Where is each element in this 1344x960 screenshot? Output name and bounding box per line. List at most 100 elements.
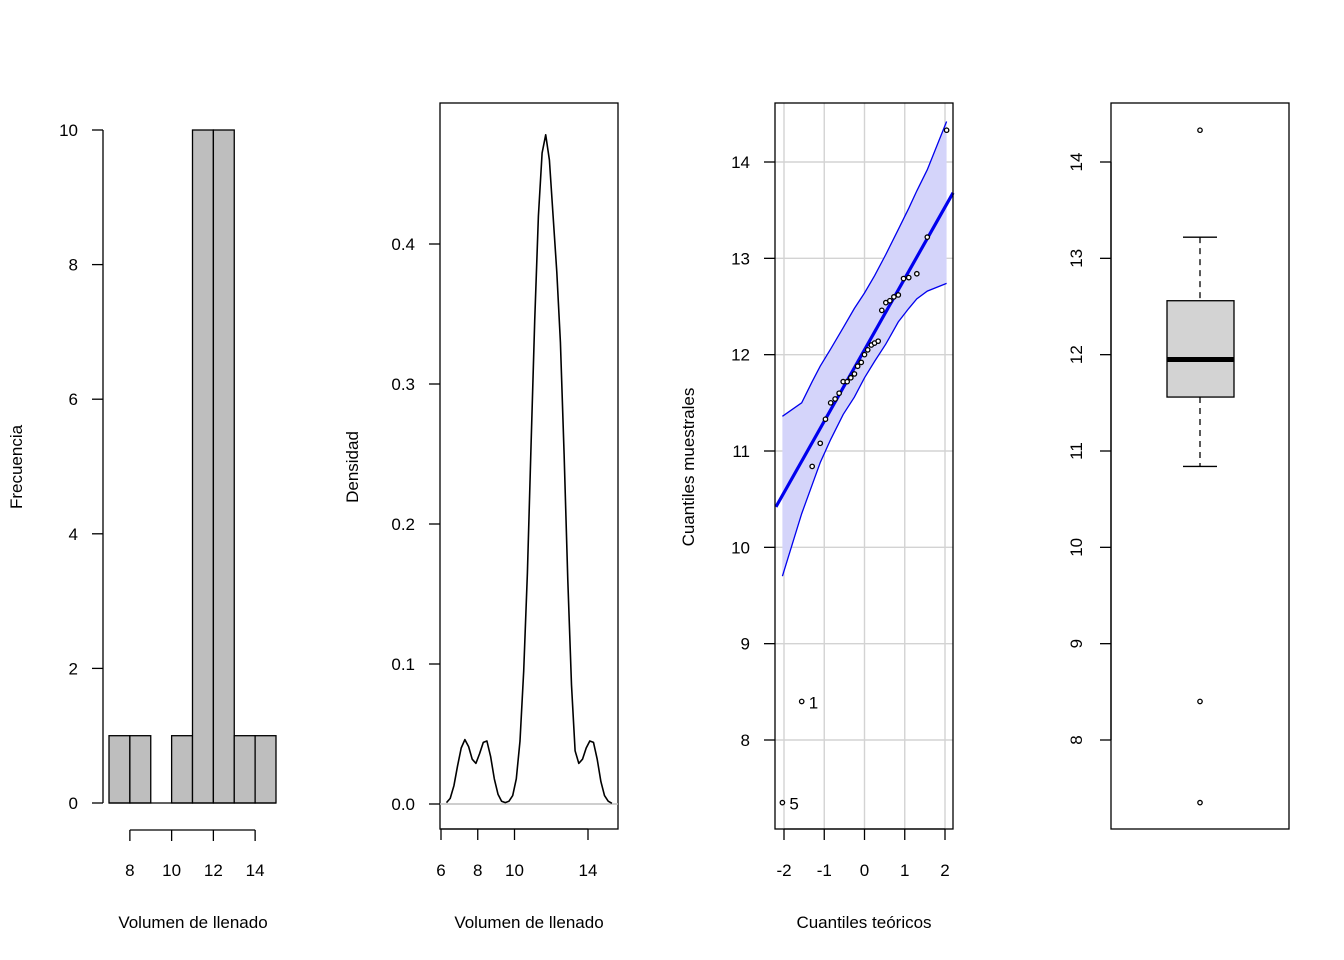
- qq-point: [847, 374, 854, 381]
- qq-point-label: 5: [789, 795, 798, 814]
- qq-band-upper-edge: [782, 121, 948, 417]
- histogram-bar: [108, 735, 131, 804]
- histogram-x-tick-label: 14: [246, 861, 265, 880]
- qq-point: [900, 275, 907, 282]
- qq-y-tick-label: 14: [731, 153, 750, 172]
- density-axes: 6 8 10 14 0.0 0.1 0.2 0.3 0.4: [391, 235, 597, 880]
- histogram-x-tick-label: 10: [162, 861, 181, 880]
- histogram-x-tick-label: 8: [125, 861, 134, 880]
- qq-point: [878, 307, 885, 314]
- boxplot-y-tick-label: 10: [1067, 538, 1086, 557]
- qq-point: [817, 440, 824, 447]
- density-y-tick-label: 0.2: [391, 515, 415, 534]
- qq-point: [891, 294, 897, 300]
- boxplot-y-tick-label: 8: [1067, 735, 1086, 744]
- qq-y-tick-label: 12: [731, 346, 750, 365]
- qq-point: [798, 698, 805, 705]
- boxplot-axes: 8 9 10 11 12 13 14: [1067, 153, 1112, 745]
- density-y-tick-label: 0.0: [391, 795, 415, 814]
- histogram-bar: [254, 735, 277, 804]
- boxplot-y-tick-label: 13: [1067, 249, 1086, 268]
- histogram-panel: 8 10 12 14 0 2 4 6 8 10 Volumen de llenado Frecue…: [7, 121, 277, 932]
- density-y-tick-label: 0.4: [391, 235, 415, 254]
- boxplot-outlier: [1197, 799, 1203, 806]
- histogram-y-tick-label: 4: [69, 525, 78, 544]
- histogram-y-tick-label: 8: [69, 256, 78, 275]
- density-y-axis-title: Densidad: [343, 431, 362, 503]
- histogram-y-tick-label: 2: [69, 659, 78, 678]
- qq-point: [861, 351, 868, 358]
- qq-y-tick-label: 10: [731, 538, 750, 557]
- qq-point: [858, 359, 865, 366]
- histogram-axes: 8 10 12 14 0 2 4 6 8 10: [59, 121, 265, 880]
- boxplot-y-tick-label: 9: [1067, 639, 1086, 648]
- histogram-bar: [191, 129, 215, 804]
- density-plot-frame: [439, 102, 619, 830]
- histogram-bar: [129, 735, 152, 804]
- qq-reference-line: [774, 192, 955, 508]
- histogram-bars: [108, 129, 277, 804]
- qq-marks: 51: [774, 121, 955, 814]
- boxplot-y-tick-label: 11: [1067, 442, 1086, 460]
- boxplot-panel: 8 9 10 11 12 13 14: [1067, 102, 1290, 830]
- boxplot-y-tick-label: 14: [1067, 153, 1086, 172]
- qq-point: [822, 416, 829, 423]
- qq-point: [854, 363, 861, 370]
- density-panel: 6 8 10 14 0.0 0.1 0.2 0.3 0.4 Volumen de llenado…: [343, 102, 619, 932]
- histogram-bar: [233, 735, 256, 804]
- qq-point: [905, 274, 912, 281]
- histogram-y-tick-label: 6: [69, 390, 78, 409]
- qq-point: [943, 127, 950, 134]
- qq-y-tick-label: 11: [732, 442, 750, 461]
- boxplot-y-tick-label: 12: [1067, 345, 1086, 364]
- qq-y-tick-label: 9: [741, 635, 750, 654]
- histogram-bar: [170, 735, 194, 804]
- qq-y-tick-label: 8: [741, 731, 750, 750]
- boxplot-outlier: [1197, 127, 1203, 134]
- boxplot-marks: [1166, 127, 1235, 806]
- histogram-y-axis-title: Frecuencia: [7, 424, 26, 509]
- boxplot-box: [1166, 300, 1235, 398]
- qq-y-tick-label: 13: [731, 249, 750, 268]
- density-x-tick-label: 6: [436, 861, 445, 880]
- density-x-tick-label: 14: [579, 861, 598, 880]
- qq-point: [864, 346, 871, 353]
- qq-point: [809, 463, 816, 470]
- density-curve: [445, 134, 613, 804]
- qq-point: [851, 371, 858, 377]
- qq-point: [844, 378, 851, 385]
- histogram-y-tick-label: 0: [69, 794, 78, 813]
- qq-y-axis-title: Cuantiles muestrales: [679, 388, 698, 547]
- qq-point: [832, 396, 838, 402]
- density-marks: [440, 134, 618, 805]
- histogram-x-tick-label: 12: [204, 861, 223, 880]
- qq-x-tick-label: -2: [776, 861, 791, 880]
- qq-point: [924, 234, 931, 240]
- qq-x-tick-label: -1: [817, 861, 832, 880]
- qq-point: [779, 799, 786, 806]
- qq-point: [913, 270, 920, 277]
- histogram-y-tick-label: 10: [59, 121, 78, 140]
- qq-x-tick-label: 0: [860, 861, 869, 880]
- qq-point-label: 1: [809, 693, 818, 712]
- qq-band-lower-edge: [781, 282, 947, 577]
- density-y-tick-label: 0.1: [391, 655, 415, 674]
- qq-point: [887, 297, 893, 304]
- qq-point: [836, 390, 842, 397]
- qq-x-tick-label: 1: [900, 861, 909, 880]
- histogram-bar: [212, 129, 235, 804]
- qq-point: [875, 338, 882, 345]
- qq-x-tick-label: 2: [940, 861, 949, 880]
- histogram-x-axis-title: Volumen de llenado: [118, 913, 267, 932]
- qq-point: [895, 292, 902, 298]
- qq-point: [827, 399, 834, 406]
- density-x-tick-label: 8: [473, 861, 482, 880]
- density-x-tick-label: 10: [505, 861, 524, 880]
- density-x-axis-title: Volumen de llenado: [454, 913, 603, 932]
- qq-x-axis-title: Cuantiles teóricos: [796, 913, 931, 932]
- density-y-tick-label: 0.3: [391, 375, 415, 394]
- boxplot-outlier: [1197, 698, 1203, 705]
